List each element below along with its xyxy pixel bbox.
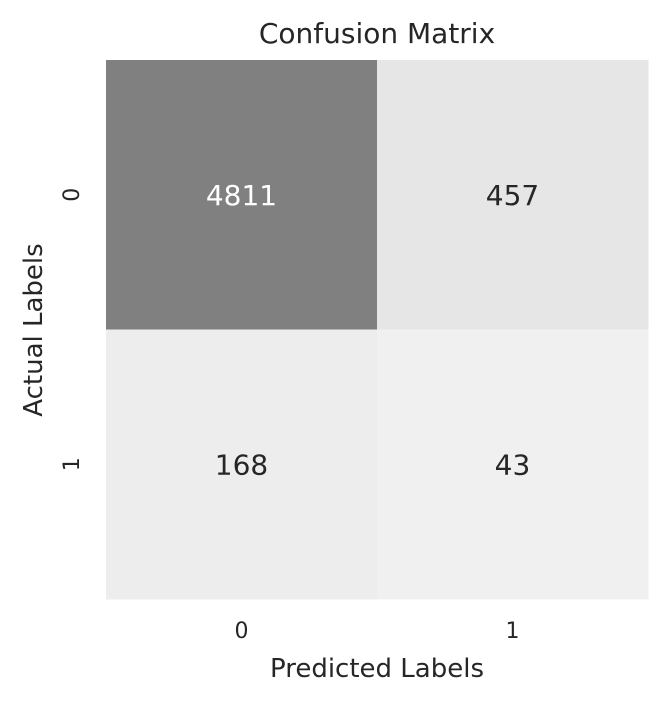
cell-value-label-r1-c0: 168 [215, 448, 268, 481]
heatmap-cell-r1-c1 [377, 329, 649, 600]
cell-value-labels: 4811 457 168 43 [206, 179, 539, 482]
heatmap-cells [106, 60, 649, 600]
cell-value-label-r0-c0: 4811 [206, 179, 277, 212]
y-tick-labels: 01 [60, 188, 85, 472]
y-tick-label-1: 1 [60, 457, 85, 471]
heatmap-cell-r1-c0 [106, 329, 378, 600]
heatmap-cell-r0-c0 [106, 60, 378, 330]
y-axis-label: Actual Labels [19, 243, 49, 416]
cell-value-label-r0-c1: 457 [486, 179, 539, 212]
cell-value-label-r1-c1: 43 [495, 448, 531, 481]
chart-title: Confusion Matrix [259, 17, 495, 50]
y-tick-label-0: 0 [60, 188, 85, 202]
heatmap-cell-r0-c1 [377, 60, 649, 330]
x-axis-label: Predicted Labels [270, 654, 484, 684]
x-tick-label-0: 0 [235, 619, 249, 644]
x-tick-label-1: 1 [506, 619, 520, 644]
